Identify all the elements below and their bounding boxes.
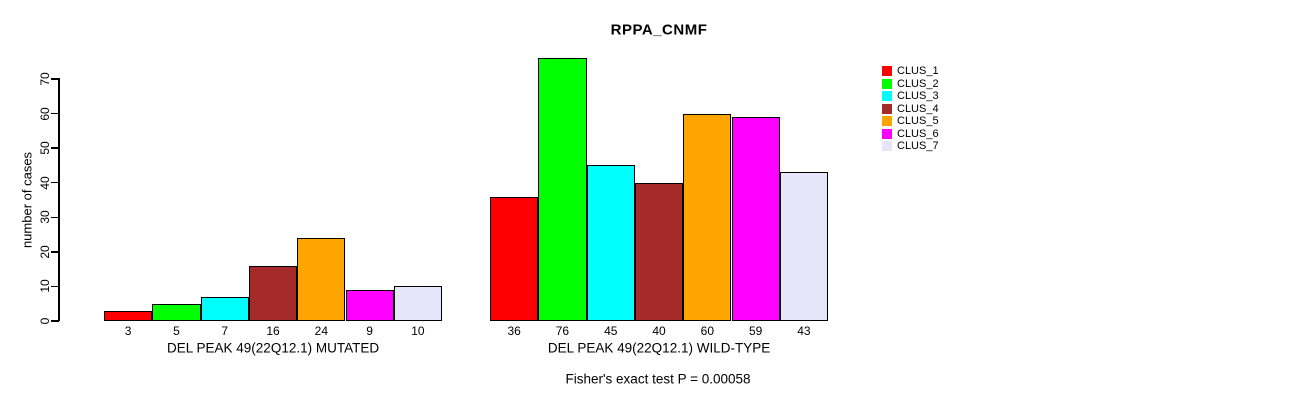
y-tick-mark — [51, 181, 59, 184]
bar-value-label: 36 — [507, 324, 521, 338]
bar-value-label: 10 — [411, 324, 425, 338]
bar — [200, 296, 249, 321]
x-axis-label: DEL PEAK 49(22Q12.1) MUTATED — [167, 340, 380, 356]
legend-swatch — [882, 78, 892, 89]
bar-value-label: 60 — [700, 324, 715, 338]
legend-row: CLUS_6 — [882, 128, 939, 141]
bar — [104, 310, 153, 321]
bar — [297, 238, 346, 321]
bar — [731, 117, 780, 321]
legend-row: CLUS_2 — [882, 78, 939, 91]
bar-value-label: 24 — [314, 324, 329, 338]
legend-swatch — [882, 116, 892, 127]
chart-title: RPPA_CNMF — [610, 21, 708, 39]
legend-label: CLUS_6 — [897, 127, 939, 140]
legend-row: CLUS_4 — [882, 103, 939, 116]
bar-value-label: 16 — [266, 324, 280, 338]
legend-label: CLUS_4 — [897, 102, 939, 115]
legend-row: CLUS_3 — [882, 90, 939, 103]
bar — [490, 196, 539, 321]
y-tick-mark — [51, 320, 59, 322]
bar — [586, 165, 635, 321]
legend-swatch — [882, 141, 892, 152]
y-tick-mark — [51, 78, 59, 80]
y-tick-label: 50 — [38, 141, 52, 155]
bar-value-label: 59 — [748, 324, 763, 338]
y-tick-mark — [51, 251, 59, 253]
y-tick-label: 70 — [38, 72, 52, 86]
y-axis-line — [58, 78, 60, 321]
y-tick-mark — [51, 112, 59, 115]
legend: CLUS_1 CLUS_2 CLUS_3 CLUS_4 CLUS_5 CLUS_6 CLUS… — [882, 65, 939, 153]
bar — [538, 58, 587, 321]
y-tick-label: 20 — [38, 245, 52, 259]
legend-row: CLUS_7 — [882, 140, 939, 153]
legend-swatch — [882, 103, 892, 114]
bar — [152, 303, 201, 321]
legend-swatch — [882, 91, 892, 102]
y-tick-label: 30 — [38, 210, 52, 224]
bar-value-label: 3 — [124, 324, 132, 338]
y-tick-label: 40 — [38, 176, 52, 190]
y-axis-title: number of cases — [19, 151, 35, 249]
bar — [345, 289, 394, 321]
bar — [779, 172, 829, 321]
bar-value-label: 43 — [797, 324, 811, 338]
bar — [248, 265, 298, 321]
bar-value-label: 76 — [555, 324, 570, 338]
legend-label: CLUS_3 — [897, 90, 939, 102]
bar — [634, 182, 684, 321]
legend-label: CLUS_5 — [897, 115, 939, 127]
legend-row: CLUS_5 — [882, 115, 939, 128]
bar-value-label: 45 — [604, 324, 618, 338]
y-tick-mark — [51, 147, 59, 149]
legend-label: CLUS_7 — [897, 140, 939, 152]
bar-value-label: 40 — [652, 324, 666, 338]
legend-swatch — [882, 66, 892, 77]
bar-value-label: 7 — [221, 324, 229, 338]
y-tick-label: 10 — [38, 279, 52, 294]
x-axis-label: DEL PEAK 49(22Q12.1) WILD-TYPE — [547, 340, 771, 356]
annotation-pvalue: Fisher's exact test P = 0.00058 — [565, 371, 751, 387]
bar — [393, 286, 443, 321]
legend-row: CLUS_1 — [882, 65, 939, 78]
y-tick-label: 0 — [38, 317, 52, 325]
bar-value-label: 5 — [173, 324, 180, 338]
y-tick-mark — [51, 285, 59, 288]
y-tick-mark — [51, 216, 59, 219]
legend-label: CLUS_2 — [897, 77, 939, 90]
bar — [683, 113, 732, 321]
y-tick-label: 60 — [38, 106, 52, 121]
legend-swatch — [882, 128, 892, 139]
legend-label: CLUS_1 — [897, 65, 939, 77]
bar-value-label: 9 — [366, 324, 373, 338]
